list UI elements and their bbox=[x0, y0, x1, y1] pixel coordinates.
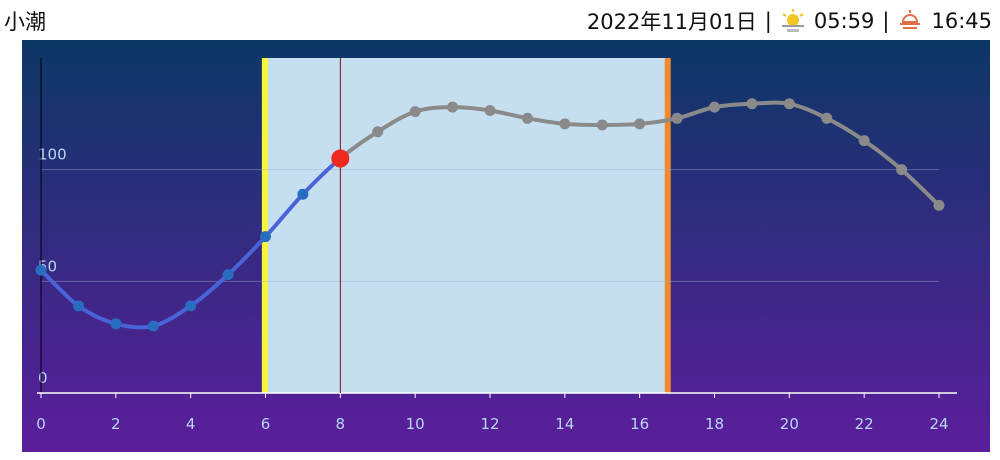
sun-info: 2022年11月01日 | 05:59 | 16:45 bbox=[587, 6, 992, 36]
sunrise-time: 05:59 bbox=[813, 9, 875, 33]
x-tick-label: 8 bbox=[336, 415, 346, 433]
sunset-line bbox=[664, 58, 671, 393]
x-tick-label: 6 bbox=[261, 415, 271, 433]
x-tick-label: 24 bbox=[929, 415, 948, 433]
x-tick-label: 18 bbox=[705, 415, 724, 433]
daylight-band bbox=[264, 58, 668, 393]
data-point bbox=[858, 135, 870, 147]
date: 2022年11月01日 bbox=[586, 10, 757, 34]
data-point bbox=[110, 318, 122, 330]
x-tick-label: 0 bbox=[36, 415, 46, 433]
data-point bbox=[185, 300, 197, 312]
sunset-icon bbox=[900, 10, 921, 29]
data-point bbox=[559, 118, 571, 130]
data-point bbox=[147, 320, 159, 332]
data-point bbox=[596, 119, 608, 131]
data-point bbox=[821, 112, 833, 124]
sunrise-line bbox=[261, 58, 268, 393]
y-tick-label: 100 bbox=[38, 146, 67, 164]
data-point bbox=[746, 98, 758, 110]
data-point bbox=[634, 118, 646, 130]
data-point bbox=[297, 188, 309, 200]
current-point bbox=[331, 149, 350, 168]
x-tick-label: 22 bbox=[855, 415, 874, 433]
x-tick-label: 16 bbox=[630, 415, 649, 433]
header: 小潮 2022年11月01日 | 05:59 | 16:45 bbox=[0, 6, 992, 38]
y-tick-label: 0 bbox=[38, 369, 48, 387]
data-point bbox=[222, 269, 234, 281]
x-tick-label: 2 bbox=[111, 415, 121, 433]
data-point bbox=[671, 112, 683, 124]
data-point bbox=[896, 164, 908, 176]
data-point bbox=[521, 112, 533, 124]
sunrise-icon bbox=[781, 9, 804, 32]
data-point bbox=[447, 101, 459, 113]
data-point bbox=[933, 199, 945, 211]
x-tick-label: 14 bbox=[555, 415, 574, 433]
data-point bbox=[35, 264, 47, 276]
separator: | bbox=[764, 9, 772, 33]
data-point bbox=[783, 98, 795, 110]
data-point bbox=[709, 101, 720, 113]
x-tick-label: 20 bbox=[780, 415, 799, 433]
tide-type: 小潮 bbox=[4, 10, 46, 34]
separator: | bbox=[882, 9, 890, 33]
data-point bbox=[484, 104, 496, 116]
data-point bbox=[372, 126, 384, 138]
data-point bbox=[72, 300, 84, 312]
x-tick-label: 4 bbox=[186, 415, 196, 433]
sunset-time: 16:45 bbox=[931, 9, 992, 33]
x-tick-label: 10 bbox=[406, 415, 425, 433]
data-point bbox=[409, 106, 421, 118]
x-tick-label: 12 bbox=[480, 415, 499, 433]
data-point bbox=[260, 231, 271, 243]
